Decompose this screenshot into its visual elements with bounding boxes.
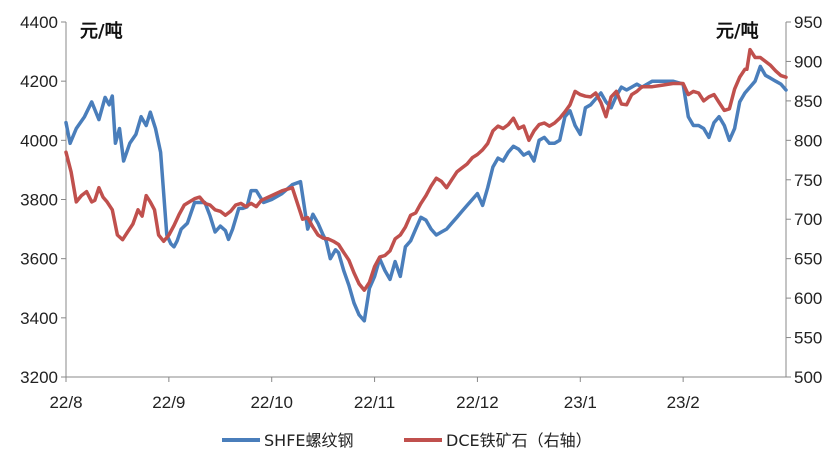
x-tick-label: 22/10 xyxy=(250,393,293,412)
x-tick-label: 22/8 xyxy=(49,393,82,412)
left-tick-label: 4200 xyxy=(20,72,58,91)
right-tick-label: 550 xyxy=(794,329,822,348)
legend-label: SHFE螺纹钢 xyxy=(264,431,354,450)
x-tick-labels: 22/8 22/9 22/10 22/11 22/12 23/1 23/2 xyxy=(49,393,699,412)
right-tick-label: 500 xyxy=(794,368,822,387)
right-tick-label: 800 xyxy=(794,131,822,150)
right-unit-label: 元/吨 xyxy=(716,20,759,42)
x-tick-label: 22/9 xyxy=(152,393,185,412)
left-tick-label: 4000 xyxy=(20,131,58,150)
left-tick-label: 3200 xyxy=(20,368,58,387)
x-tick-label: 23/1 xyxy=(564,393,597,412)
x-tick-label: 23/2 xyxy=(667,393,700,412)
left-tick-label: 3600 xyxy=(20,250,58,269)
right-tick-label: 600 xyxy=(794,289,822,308)
right-tick-label: 700 xyxy=(794,210,822,229)
left-y-tick-labels: 3200 3400 3600 3800 4000 4200 4400 xyxy=(20,13,58,387)
right-tick-label: 900 xyxy=(794,52,822,71)
legend-label: DCE铁矿石（右轴） xyxy=(446,431,592,450)
left-tick-label: 3400 xyxy=(20,309,58,328)
left-unit-label: 元/吨 xyxy=(80,20,123,42)
series-layer xyxy=(64,47,788,323)
right-tick-label: 650 xyxy=(794,250,822,269)
right-tick-label: 950 xyxy=(794,13,822,32)
chart-legend: SHFE螺纹钢 DCE铁矿石（右轴） xyxy=(222,431,592,450)
left-tick-label: 4400 xyxy=(20,13,58,32)
left-tick-label: 3800 xyxy=(20,191,58,210)
series-line-shfe-rebar xyxy=(64,64,788,323)
series-line-dce-iron-ore xyxy=(64,47,788,292)
x-tick-label: 22/12 xyxy=(456,393,499,412)
right-tick-label: 750 xyxy=(794,171,822,190)
chart-axes xyxy=(61,21,791,382)
right-tick-label: 850 xyxy=(794,92,822,111)
right-y-tick-labels: 500 550 600 650 700 750 800 850 900 950 xyxy=(794,13,822,387)
x-tick-label: 22/11 xyxy=(354,393,395,412)
